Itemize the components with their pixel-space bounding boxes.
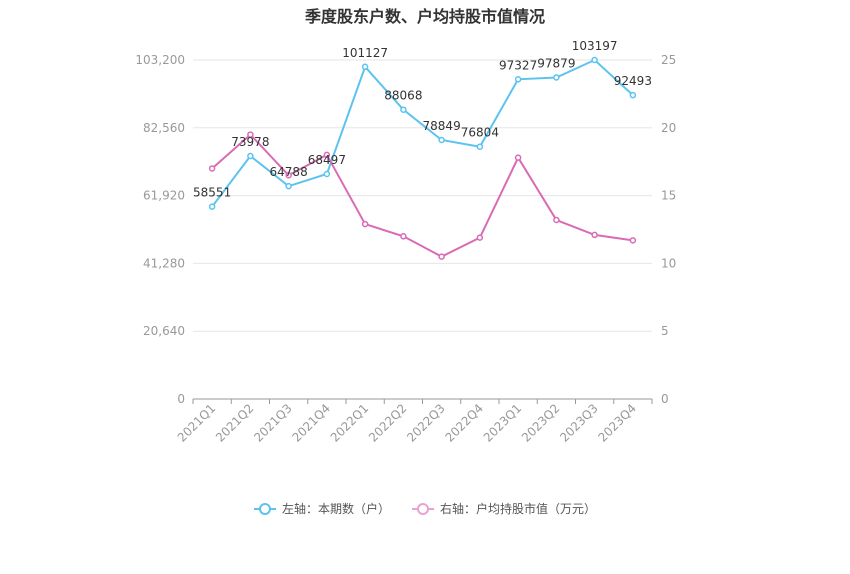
left-tick-label: 103,200 <box>135 53 185 67</box>
legend-item-households[interactable]: 左轴：本期数（户） <box>253 500 390 517</box>
x-tick-label: 2022Q3 <box>404 401 448 445</box>
data-point <box>553 74 560 81</box>
data-point <box>208 203 216 210</box>
data-point <box>514 154 522 161</box>
right-tick-label: 0 <box>661 392 669 406</box>
data-point <box>629 91 637 99</box>
data-point <box>285 172 292 179</box>
data-label: 97879 <box>537 56 575 70</box>
series-line-households <box>211 58 634 208</box>
x-tick-label: 2022Q4 <box>442 401 486 445</box>
data-point <box>591 56 598 64</box>
right-tick-label: 15 <box>661 189 676 203</box>
data-label: 58551 <box>193 186 231 200</box>
x-tick-label: 2023Q1 <box>481 401 525 445</box>
legend-item-market-value[interactable]: 右轴：户均持股市值（万元） <box>412 500 596 517</box>
data-label: 101127 <box>342 46 388 60</box>
data-point <box>629 237 637 244</box>
x-tick-label: 2021Q1 <box>175 401 219 445</box>
data-point <box>514 76 522 83</box>
x-tick-label: 2023Q4 <box>595 401 639 445</box>
left-tick-label: 20,640 <box>143 324 185 338</box>
legend-line-icon <box>253 502 276 515</box>
right-tick-label: 20 <box>661 121 676 135</box>
data-label: 73978 <box>231 135 269 149</box>
right-tick-label: 25 <box>661 53 676 67</box>
left-tick-label: 41,280 <box>143 256 185 270</box>
x-tick-label: 2022Q1 <box>328 401 372 445</box>
data-point <box>247 152 254 160</box>
data-label: 97327 <box>499 58 537 72</box>
x-tick-label: 2021Q4 <box>289 401 333 445</box>
chart-title: 季度股东户数、户均持股市值情况 <box>304 7 545 26</box>
data-point <box>438 253 445 260</box>
data-label: 92493 <box>614 74 652 88</box>
legend-label: 右轴：户均持股市值（万元） <box>440 502 597 516</box>
legend: 左轴：本期数（户） 右轴：户均持股市值（万元） <box>0 500 850 517</box>
data-point <box>400 233 407 240</box>
right-tick-label: 10 <box>661 256 676 270</box>
left-tick-label: 61,920 <box>143 189 185 203</box>
data-point <box>247 131 254 138</box>
data-point <box>553 216 560 224</box>
left-tick-label: 82,560 <box>143 121 185 135</box>
data-label: 78849 <box>423 119 461 133</box>
x-tick-label: 2023Q2 <box>519 401 563 445</box>
series-line-market-value <box>211 133 634 258</box>
right-tick-label: 5 <box>661 324 669 338</box>
data-point <box>438 136 445 144</box>
x-tick-label: 2021Q2 <box>213 401 257 445</box>
data-point <box>476 234 484 241</box>
data-label: 68497 <box>308 153 346 167</box>
x-tick-label: 2022Q2 <box>366 401 410 445</box>
data-point <box>323 170 331 178</box>
data-point <box>361 220 369 228</box>
x-tick-label: 2021Q3 <box>251 401 295 445</box>
data-label: 103197 <box>572 39 618 53</box>
data-label: 76804 <box>461 126 499 140</box>
data-point <box>208 165 216 172</box>
x-tick-label: 2023Q3 <box>557 401 601 445</box>
legend-line-icon <box>412 502 434 515</box>
data-point <box>323 151 331 159</box>
data-point <box>591 231 598 239</box>
data-point <box>400 106 407 113</box>
data-point <box>476 143 484 150</box>
legend-label: 左轴：本期数（户） <box>281 502 390 516</box>
data-point <box>361 63 369 71</box>
left-tick-label: 0 <box>177 392 185 406</box>
data-label: 88068 <box>384 89 422 103</box>
data-point <box>285 182 292 190</box>
data-label: 64788 <box>270 165 308 179</box>
